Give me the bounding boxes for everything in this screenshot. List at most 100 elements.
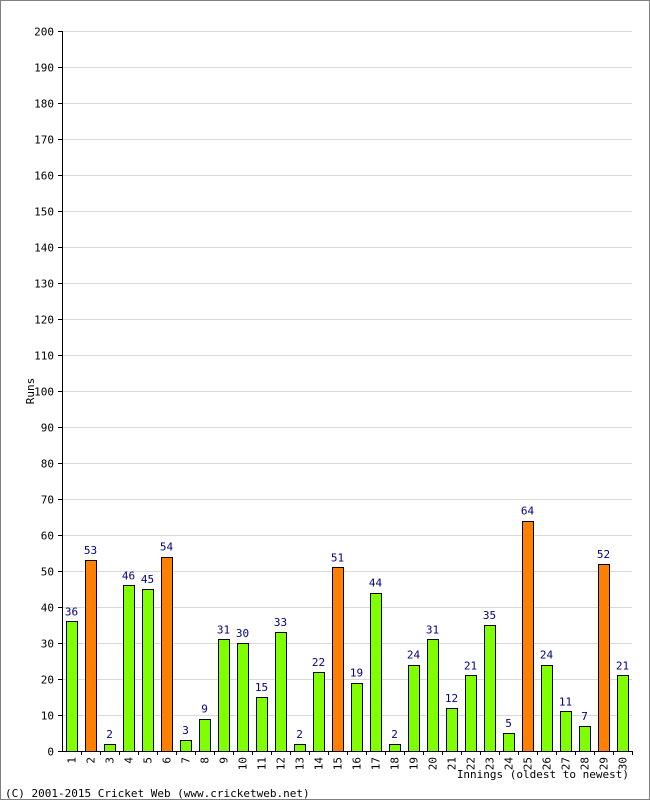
bar-value-label: 2 [391,728,398,741]
y-tick-label: 130 [34,278,54,291]
y-tick-label: 120 [34,314,54,327]
y-tick-label: 20 [41,674,54,687]
bar [522,521,534,752]
bar [370,593,382,752]
bar-value-label: 52 [597,548,610,561]
bar [446,708,458,752]
bar [294,744,306,752]
y-tick-label: 110 [34,350,54,363]
x-tick-label: 29 [598,757,611,770]
bar [408,665,420,752]
y-tick-label: 100 [34,386,54,399]
y-tick-label: 0 [47,746,54,759]
x-tick-label: 12 [275,757,288,770]
y-tick-label: 80 [41,458,54,471]
y-tick-label: 40 [41,602,54,615]
bar [142,589,154,752]
bar [617,675,629,752]
bar [541,665,553,752]
bar-value-label: 45 [141,573,154,586]
bar-value-label: 31 [217,623,230,636]
y-tick-label: 30 [41,638,54,651]
bar-value-label: 33 [274,616,287,629]
bar [351,683,363,752]
x-tick-label: 28 [579,757,592,770]
x-tick-label: 21 [446,757,459,770]
bar [123,585,135,752]
bar [85,560,97,752]
bar-value-label: 15 [255,681,268,694]
y-tick-label: 90 [41,422,54,435]
bar [427,639,439,752]
x-tick-label: 6 [161,757,174,764]
bar-value-label: 19 [350,667,363,680]
bar-value-label: 11 [559,695,572,708]
bar-value-label: 35 [483,609,496,622]
x-tick-label: 9 [218,757,231,764]
x-tick-label: 8 [199,757,212,764]
grid-lines [62,31,632,716]
x-tick-label: 25 [522,757,535,770]
bar-value-label: 22 [312,656,325,669]
y-tick-label: 50 [41,566,54,579]
x-tick-label: 14 [313,757,326,771]
x-axis-ticks: 1 2 3 4 5 6 7 8 9 10 11 12 13 14 15 16 17 18 19 20 21 22 23 24 2… [66,751,633,770]
x-tick-label: 30 [617,757,630,770]
bar-value-label: 2 [106,728,113,741]
bar-value-label: 24 [407,649,421,662]
copyright-footer: (C) 2001-2015 Cricket Web (www.cricketwe… [5,787,310,800]
bar [579,726,591,752]
bar [161,557,173,752]
x-tick-label: 3 [104,757,117,764]
x-tick-label: 7 [180,757,193,764]
x-tick-label: 27 [560,757,573,770]
y-axis-ticks: 0 10 20 30 40 50 60 70 80 90 100 110 120 130 140 150 160… [34,26,62,759]
bar-value-label: 51 [331,551,344,564]
y-axis-label: Runs [24,378,37,405]
x-tick-label: 10 [237,757,250,770]
y-tick-label: 60 [41,530,54,543]
bar-value-label: 24 [540,649,554,662]
bar [199,719,211,752]
x-tick-label: 24 [503,757,516,771]
x-tick-label: 11 [256,757,269,770]
bar [180,740,192,752]
bar-value-label: 3 [182,724,189,737]
bar [560,711,572,752]
x-tick-label: 15 [332,757,345,770]
bar-value-label: 53 [84,544,97,557]
bar-value-label: 46 [122,569,135,582]
x-tick-label: 19 [408,757,421,770]
y-tick-label: 180 [34,98,54,111]
bar-value-label: 12 [445,692,458,705]
x-tick-label: 13 [294,757,307,770]
bar [484,625,496,752]
bar-value-label: 36 [65,605,78,618]
bar-value-label: 7 [581,710,588,723]
y-tick-label: 70 [41,494,54,507]
bar-value-label: 5 [505,717,512,730]
x-axis-label: Innings (oldest to newest) [457,768,629,781]
y-tick-label: 200 [34,26,54,39]
bar [275,632,287,752]
y-tick-label: 150 [34,206,54,219]
bar [313,672,325,752]
x-tick-label: 17 [370,757,383,770]
x-tick-label: 20 [427,757,440,770]
x-tick-label: 23 [484,757,497,770]
bar-value-label: 21 [464,659,477,672]
x-tick-label: 22 [465,757,478,770]
bar [389,744,401,752]
x-tick-label: 26 [541,757,554,770]
bar [218,639,230,752]
x-tick-label: 4 [123,757,136,764]
bar [66,621,78,752]
x-tick-label: 5 [142,757,155,764]
bar-value-label: 64 [521,505,535,518]
x-tick-label: 1 [66,757,79,764]
y-tick-label: 160 [34,170,54,183]
x-tick-label: 16 [351,757,364,770]
